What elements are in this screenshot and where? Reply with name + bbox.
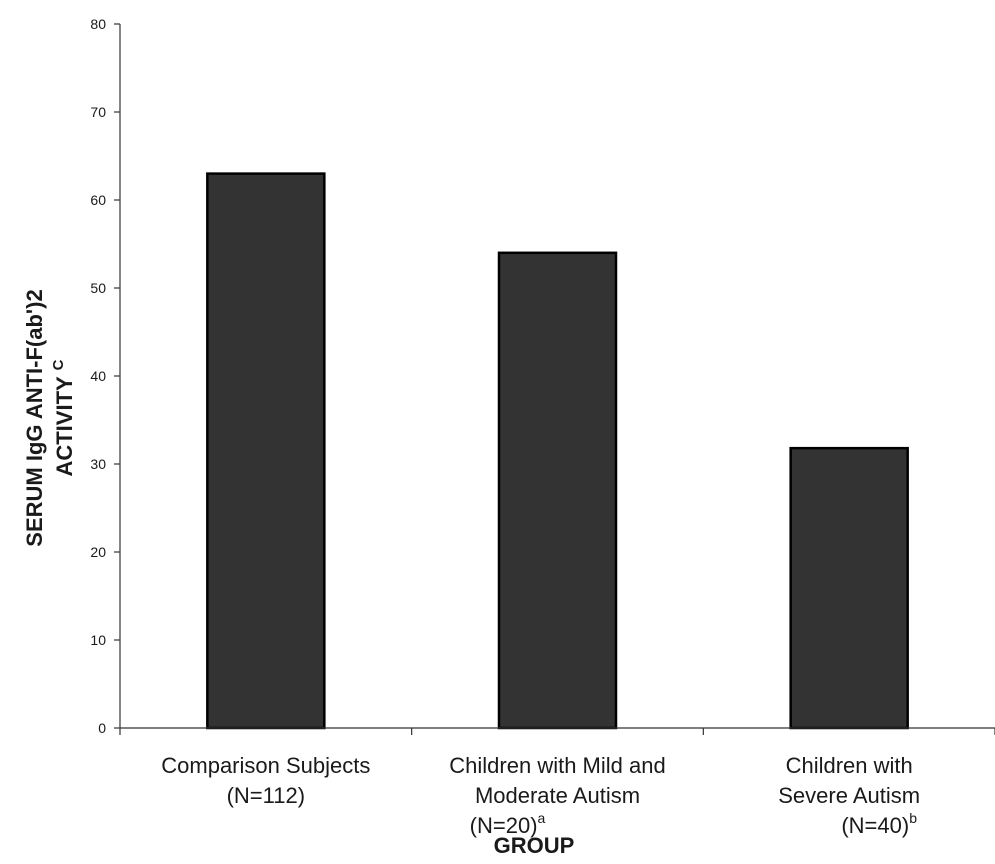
y-tick-label: 70 (90, 104, 106, 120)
y-tick-label: 10 (90, 632, 106, 648)
y-tick-label: 60 (90, 192, 106, 208)
y-axis-title-superscript: C (50, 359, 67, 370)
x-ticks-group (119, 728, 995, 735)
category-label-superscript: b (909, 810, 917, 826)
y-axis-title-line1: SERUM IgG ANTI-F(ab')2 (22, 289, 47, 546)
y-tick-label: 40 (90, 368, 106, 384)
category-label: (N=40)b (841, 810, 917, 838)
bars-group (206, 172, 909, 730)
category-label: Children with (786, 753, 913, 778)
y-axis-title-line2: ACTIVITY C (50, 359, 77, 476)
y-tick-label: 50 (90, 280, 106, 296)
category-labels-group: Comparison Subjects (N=112) Children with … (161, 753, 920, 838)
bar (497, 251, 618, 730)
y-tick-label: 20 (90, 544, 106, 560)
y-tick-label: 0 (98, 720, 106, 736)
y-tick-label: 80 (90, 16, 106, 32)
category-label: (N=112) (227, 783, 305, 808)
category-label-superscript: a (538, 810, 546, 826)
x-axis-title: GROUP (494, 833, 575, 858)
category-label: Moderate Autism (475, 783, 640, 808)
y-axis-title: SERUM IgG ANTI-F(ab')2 ACTIVITY C (22, 289, 77, 546)
category-label: Children with Mild and (449, 753, 665, 778)
y-tick-label: 30 (90, 456, 106, 472)
bar (789, 446, 909, 730)
bar (206, 172, 326, 730)
y-axis-title-line2-text: ACTIVITY (52, 376, 77, 477)
category-label: (N=20)a (470, 810, 546, 838)
category-label: Severe Autism (778, 783, 920, 808)
y-ticks-group: 0 10 20 30 40 50 60 70 80 (90, 16, 120, 736)
category-label: Comparison Subjects (161, 753, 370, 778)
